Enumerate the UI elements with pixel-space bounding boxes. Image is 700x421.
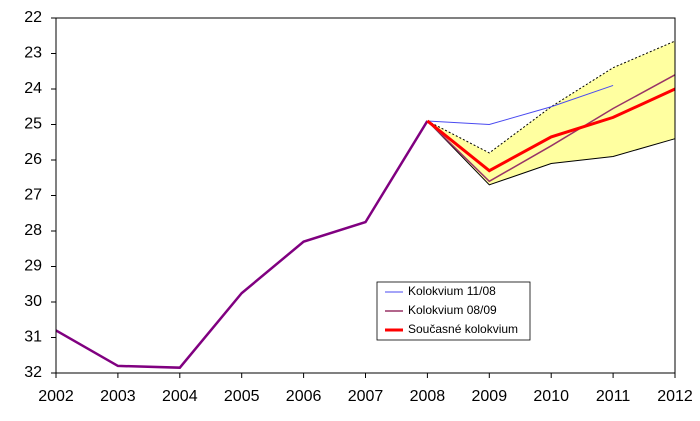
y-tick-label: 30 [24,293,42,310]
x-tick-label: 2012 [657,388,693,405]
y-tick-label: 22 [24,9,42,26]
y-tick-label: 24 [24,80,42,97]
y-tick-label: 28 [24,222,42,239]
legend-label: Kolokvium 08/09 [408,303,497,317]
x-tick-label: 2008 [410,388,446,405]
plot-frame [55,17,676,374]
x-tick-label: 2010 [533,388,569,405]
x-tick-label: 2011 [596,388,631,405]
legend-label: Současné kolokvium [408,322,518,336]
series-line [426,74,676,183]
x-tick-label: 2005 [224,388,260,405]
series-line [427,84,614,126]
y-tick-label: 23 [24,45,42,62]
history-line [55,120,429,369]
y-tick-label: 32 [24,364,42,381]
legend-label: Kolokvium 11/08 [408,284,496,298]
y-tick-label: 26 [24,151,42,168]
x-tick-label: 2007 [348,388,384,405]
x-tick-label: 2009 [472,388,508,405]
x-tick-label: 2003 [100,388,136,405]
forecast-band [427,41,675,185]
x-tick-label: 2004 [162,388,198,405]
y-tick-label: 31 [24,329,42,346]
series-line [426,87,676,173]
y-tick-label: 27 [24,187,42,204]
x-tick-label: 2002 [38,388,74,405]
y-tick-label: 29 [24,258,42,275]
band-lower-edge [427,120,676,186]
y-tick-label: 25 [24,116,42,133]
x-tick-label: 2006 [286,388,322,405]
